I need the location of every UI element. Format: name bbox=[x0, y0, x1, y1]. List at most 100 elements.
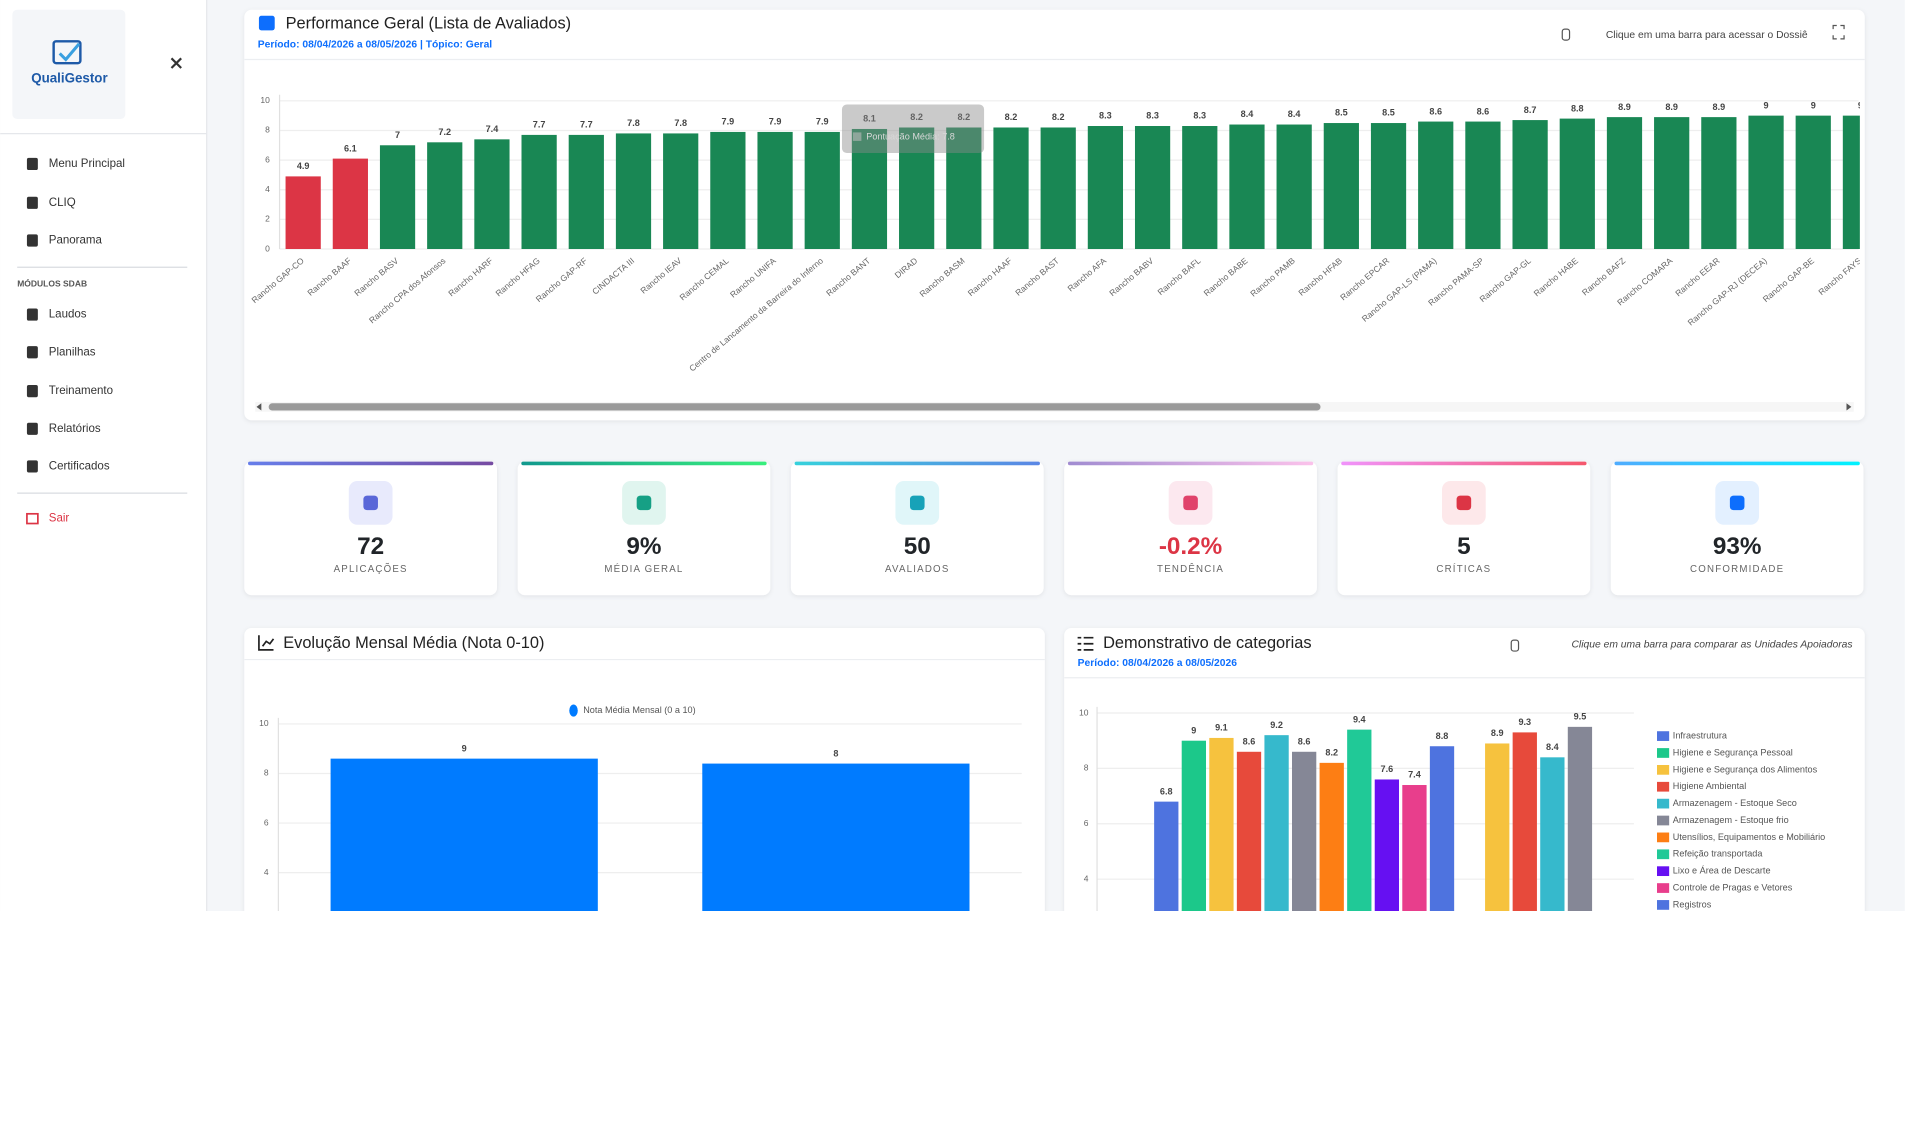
value-label: 8.9 bbox=[1665, 102, 1678, 112]
value-label: 8.6 bbox=[1298, 736, 1311, 746]
bar[interactable] bbox=[427, 142, 463, 250]
bar[interactable] bbox=[1842, 115, 1878, 250]
bar[interactable] bbox=[1512, 732, 1537, 990]
bar[interactable] bbox=[757, 131, 793, 250]
menu-item[interactable]: Laudos bbox=[49, 309, 87, 321]
bar[interactable] bbox=[1374, 779, 1400, 990]
bar[interactable] bbox=[285, 176, 321, 250]
legend-label: Refeição transportada bbox=[1673, 849, 1764, 859]
value-label: 8.1 bbox=[863, 114, 876, 124]
menu-item[interactable]: Certificados bbox=[49, 460, 110, 472]
value-label: 7.9 bbox=[816, 117, 829, 127]
kpi-value: 5 bbox=[1457, 533, 1471, 560]
value-label: 8.4 bbox=[1546, 742, 1560, 752]
bar[interactable] bbox=[1323, 123, 1359, 250]
bar[interactable] bbox=[702, 763, 970, 972]
card-icon bbox=[258, 15, 275, 31]
bar[interactable] bbox=[1264, 735, 1289, 990]
bar[interactable] bbox=[1795, 115, 1831, 250]
value-label: 7.4 bbox=[486, 124, 500, 134]
bar[interactable] bbox=[330, 758, 598, 972]
y-tick-label: 4 bbox=[1084, 873, 1089, 883]
bar[interactable] bbox=[1567, 726, 1593, 990]
menu-icon bbox=[26, 157, 38, 171]
kpi-accent bbox=[521, 461, 767, 466]
legend-swatch bbox=[569, 704, 578, 717]
value-label: 9.1 bbox=[1215, 723, 1228, 733]
bar[interactable] bbox=[1276, 124, 1312, 250]
bar[interactable] bbox=[1209, 737, 1234, 990]
bar[interactable] bbox=[1485, 743, 1510, 990]
bar[interactable] bbox=[1347, 729, 1372, 990]
bar[interactable] bbox=[1236, 751, 1262, 990]
value-label: 8.9 bbox=[1491, 728, 1504, 738]
value-label: 8.3 bbox=[1193, 111, 1206, 121]
bar[interactable] bbox=[379, 145, 416, 250]
bar[interactable] bbox=[1701, 117, 1737, 250]
kpi-value: -0.2% bbox=[1159, 533, 1222, 560]
bar[interactable] bbox=[332, 158, 368, 250]
bar[interactable] bbox=[1154, 801, 1179, 990]
menu-item[interactable]: Menu Principal bbox=[49, 158, 125, 170]
bar[interactable] bbox=[1229, 124, 1265, 250]
y-tick-label: 6 bbox=[264, 817, 269, 827]
bar[interactable] bbox=[804, 131, 840, 250]
y-tick-label: 4 bbox=[265, 184, 270, 194]
value-label: 7.4 bbox=[1408, 770, 1422, 780]
value-label: 8.5 bbox=[1382, 108, 1395, 118]
bar[interactable] bbox=[1654, 117, 1690, 250]
bar[interactable] bbox=[1040, 127, 1076, 250]
legend-swatch bbox=[1657, 866, 1670, 877]
kpi-icon bbox=[363, 495, 378, 511]
value-label: 8.5 bbox=[1335, 108, 1348, 118]
logout-icon bbox=[26, 512, 39, 525]
bar[interactable] bbox=[1319, 762, 1344, 990]
fullscreen-button[interactable] bbox=[1832, 24, 1845, 40]
bar[interactable] bbox=[946, 127, 982, 250]
bar[interactable] bbox=[993, 127, 1029, 250]
menu-item[interactable]: Treinamento bbox=[49, 385, 113, 397]
close-button[interactable] bbox=[170, 57, 182, 69]
menu-item[interactable]: Planilhas bbox=[49, 346, 96, 358]
bar[interactable] bbox=[1465, 121, 1501, 250]
tooltip bbox=[841, 104, 985, 154]
bar[interactable] bbox=[1512, 120, 1548, 250]
legend-label: Controle de Pragas e Vetores bbox=[1673, 882, 1793, 892]
bar[interactable] bbox=[710, 131, 746, 250]
bar[interactable] bbox=[1418, 121, 1454, 250]
bar[interactable] bbox=[568, 134, 604, 250]
value-label: 8.2 bbox=[1325, 748, 1338, 758]
bar[interactable] bbox=[663, 133, 699, 250]
y-tick-label: 0 bbox=[265, 243, 270, 253]
bar[interactable] bbox=[1402, 785, 1427, 990]
bar[interactable] bbox=[1429, 746, 1455, 990]
bar[interactable] bbox=[1087, 126, 1124, 250]
bar[interactable] bbox=[1291, 751, 1317, 990]
value-label: 7.8 bbox=[674, 118, 687, 128]
logout[interactable]: Sair bbox=[49, 513, 70, 525]
menu-item[interactable]: Relatórios bbox=[49, 423, 101, 435]
bar[interactable] bbox=[1606, 117, 1643, 250]
value-label: 9.3 bbox=[1518, 717, 1531, 727]
bar[interactable] bbox=[851, 128, 888, 250]
menu-icon bbox=[26, 196, 38, 209]
menu-item[interactable]: CLIQ bbox=[49, 197, 76, 209]
bar[interactable] bbox=[1370, 123, 1407, 250]
kpi-label: CRÍTICAS bbox=[1436, 564, 1491, 575]
bar[interactable] bbox=[1134, 126, 1171, 250]
bar[interactable] bbox=[474, 139, 510, 250]
scrollbar-thumb[interactable] bbox=[268, 403, 1321, 411]
bar[interactable] bbox=[615, 133, 652, 250]
bar[interactable] bbox=[1540, 757, 1565, 990]
bar[interactable] bbox=[1182, 126, 1218, 250]
bar[interactable] bbox=[1748, 115, 1784, 250]
kpi-card bbox=[1610, 461, 1864, 596]
bar[interactable] bbox=[521, 134, 557, 250]
y-tick-label: 10 bbox=[259, 718, 269, 728]
kpi-card bbox=[244, 461, 497, 596]
menu-item[interactable]: Panorama bbox=[49, 235, 103, 247]
bar[interactable] bbox=[1181, 740, 1207, 990]
bar[interactable] bbox=[899, 127, 935, 250]
y-tick-label: 8 bbox=[265, 125, 270, 135]
bar[interactable] bbox=[1559, 118, 1595, 250]
